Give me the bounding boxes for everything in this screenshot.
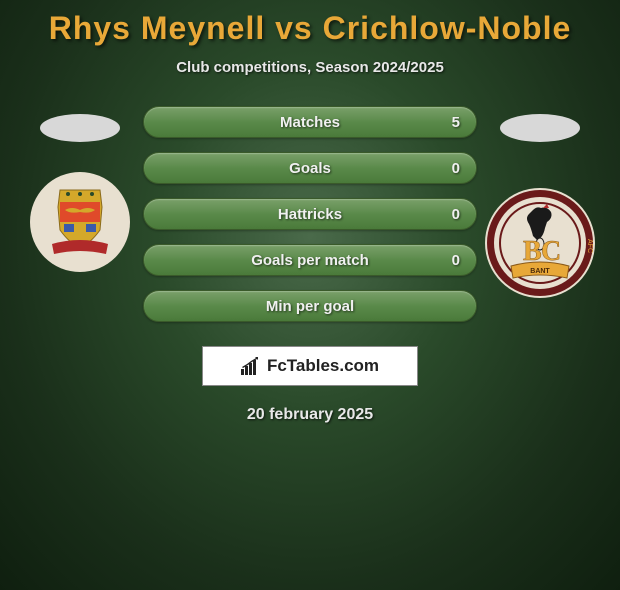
stat-row-hattricks: Hattricks 0	[143, 198, 477, 230]
stat-label: Min per goal	[266, 298, 354, 315]
crest-right-svg: B C BANT AFC	[485, 188, 595, 298]
svg-text:BANT: BANT	[530, 268, 550, 275]
svg-text:AFC: AFC	[586, 239, 593, 253]
stat-row-goals: Goals 0	[143, 152, 477, 184]
crest-left-svg	[30, 172, 130, 272]
club-crest-left	[30, 172, 130, 272]
date-text: 20 february 2025	[0, 406, 620, 424]
main-area: Matches 5 Goals 0 Hattricks 0 Goals per …	[0, 106, 620, 322]
right-side: B C BANT AFC	[485, 106, 595, 298]
stat-label: Goals	[289, 160, 331, 177]
stat-value: 0	[452, 160, 460, 177]
stat-value: 0	[452, 252, 460, 269]
page-title: Rhys Meynell vs Crichlow-Noble	[0, 10, 620, 47]
stat-row-gpm: Goals per match 0	[143, 244, 477, 276]
stat-label: Matches	[280, 114, 340, 131]
player-avatar-left	[40, 114, 120, 142]
stat-label: Goals per match	[251, 252, 369, 269]
chart-icon	[241, 357, 263, 375]
brand-box[interactable]: FcTables.com	[202, 346, 418, 386]
stat-label: Hattricks	[278, 206, 342, 223]
stats-column: Matches 5 Goals 0 Hattricks 0 Goals per …	[135, 106, 485, 322]
stat-value: 0	[452, 206, 460, 223]
club-crest-right: B C BANT AFC	[485, 188, 595, 298]
stat-row-mpg: Min per goal	[143, 290, 477, 322]
player-avatar-right	[500, 114, 580, 142]
stat-row-matches: Matches 5	[143, 106, 477, 138]
stat-value: 5	[452, 114, 460, 131]
subtitle: Club competitions, Season 2024/2025	[0, 59, 620, 76]
brand-text: FcTables.com	[267, 356, 379, 376]
left-side	[25, 106, 135, 272]
